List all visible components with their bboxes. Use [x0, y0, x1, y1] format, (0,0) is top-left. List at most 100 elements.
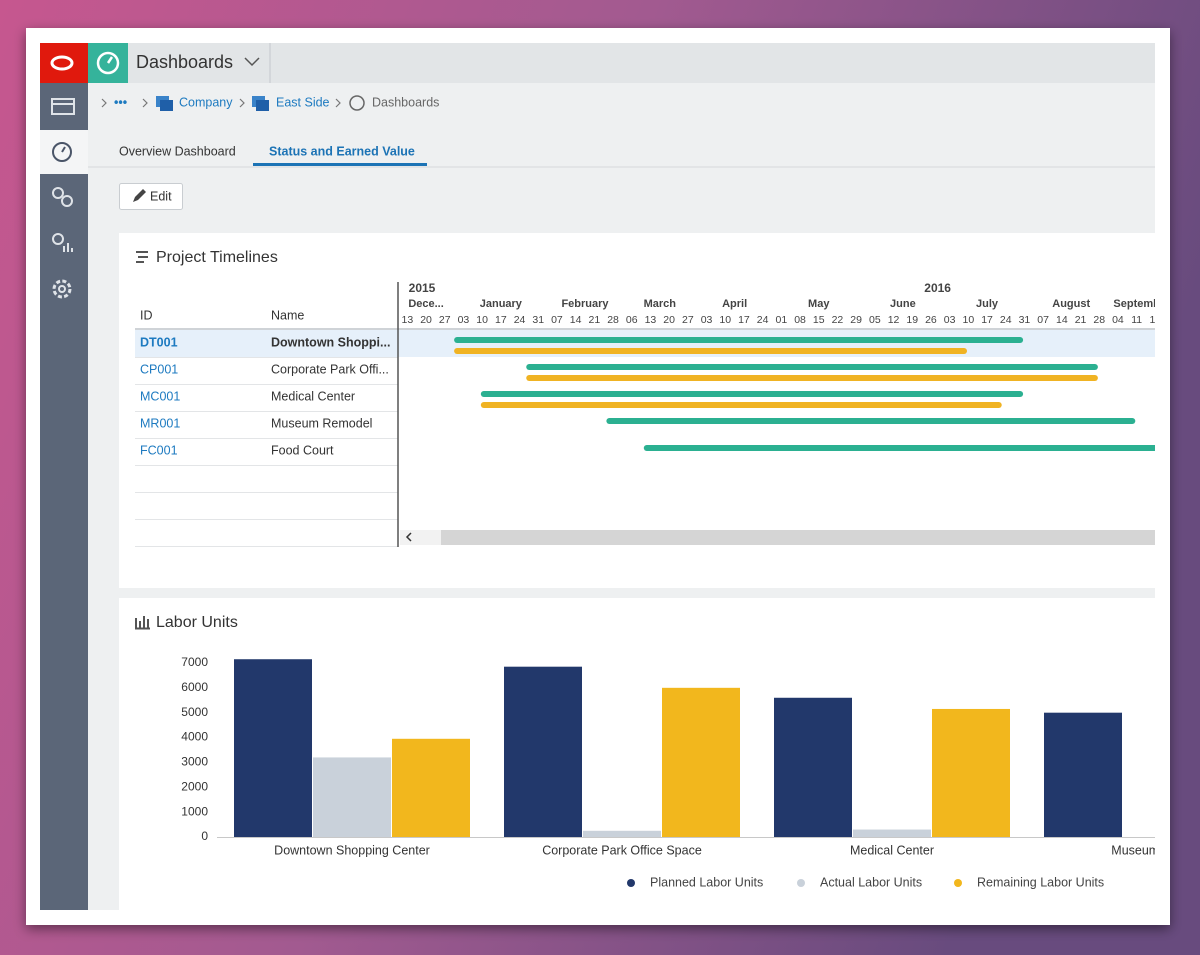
week-label: 04 [1112, 314, 1124, 326]
edit-icon [133, 189, 146, 202]
month-label: June [890, 298, 916, 310]
dropdown-chevron[interactable] [244, 57, 260, 67]
week-label: 31 [1019, 314, 1031, 326]
bar [234, 659, 312, 837]
legend-marker [797, 879, 805, 887]
week-label: 17 [981, 314, 993, 326]
week-label: 03 [458, 314, 470, 326]
week-label: 24 [514, 314, 526, 326]
y-tick-label: 6000 [181, 680, 208, 694]
week-label: 18 [1150, 314, 1162, 326]
year-label: 2016 [924, 281, 951, 295]
gauge-needle [106, 56, 114, 64]
nav-active[interactable] [40, 130, 88, 174]
nav-icon-reports-bars [63, 243, 73, 252]
column-header: Name [271, 308, 304, 322]
sidebar [40, 83, 88, 910]
week-label: 24 [1000, 314, 1012, 326]
year-label: 2015 [409, 281, 436, 295]
month-label: April [722, 298, 747, 310]
tab[interactable]: Overview Dashboard [119, 144, 236, 158]
y-tick-label: 2000 [181, 779, 208, 793]
breadcrumb-item[interactable]: East Side [276, 95, 330, 109]
nav-icon-gears[interactable] [52, 187, 64, 199]
month-label: May [808, 298, 830, 310]
breadcrumb-item[interactable]: Company [179, 95, 233, 109]
gantt-bar [480, 391, 1024, 397]
week-label: 20 [420, 314, 432, 326]
scroll-left[interactable] [405, 532, 412, 542]
nav-icon-gears-2 [61, 195, 73, 207]
nav-icon-settings-hub [58, 285, 66, 293]
breadcrumb-item: Dashboards [372, 95, 439, 109]
gantt-bar [454, 348, 968, 354]
week-label: 08 [794, 314, 806, 326]
month-label: Septemb [1113, 298, 1160, 310]
gantt-bar [480, 402, 1002, 408]
row-id[interactable]: FC001 [140, 443, 178, 457]
week-label: 10 [719, 314, 731, 326]
y-tick-label: 7000 [181, 655, 208, 669]
gauge-icon [96, 51, 120, 75]
edit-label: Edit [150, 189, 172, 203]
week-label: 21 [589, 314, 601, 326]
week-label: 22 [832, 314, 844, 326]
week-label: 13 [645, 314, 657, 326]
week-label: 26 [925, 314, 937, 326]
breadcrumb-icon [349, 95, 365, 111]
gantt: ID Name DT001 Downtown Shoppi... CP001 Corpor… [135, 281, 1162, 547]
logo[interactable] [40, 43, 88, 83]
y-tick-label: 5000 [181, 705, 208, 719]
week-label: 15 [813, 314, 825, 326]
week-label: 21 [1075, 314, 1087, 326]
week-label: 03 [701, 314, 713, 326]
y-tick-label: 4000 [181, 730, 208, 744]
tab-active[interactable]: Status and Earned Value [269, 144, 415, 158]
x-tick-label: Downtown Shopping Center [274, 843, 430, 857]
week-label: 10 [963, 314, 975, 326]
week-label: 29 [850, 314, 862, 326]
gantt-bar [526, 375, 1098, 381]
nav-icon-reports[interactable] [52, 233, 64, 245]
scroll-thumb[interactable] [441, 530, 1155, 545]
week-label: 28 [1093, 314, 1105, 326]
bar-chart: 0 1000 2000 3000 4000 5000 6000 7000 Downtown Sh… [181, 655, 1200, 889]
bar [932, 708, 1010, 837]
chart-icon [135, 616, 150, 630]
row-id[interactable]: MC001 [140, 389, 180, 403]
nav-icon-dashboard [52, 142, 72, 162]
nav-icon-table[interactable] [51, 98, 75, 115]
nav-icon-settings[interactable] [52, 279, 72, 299]
bar [504, 666, 582, 837]
x-tick-label: Museum Remodel [1111, 843, 1200, 857]
row-id[interactable]: MR001 [140, 416, 180, 430]
legend-marker [954, 879, 962, 887]
week-label: 24 [757, 314, 769, 326]
header-title[interactable]: Dashboards [136, 52, 233, 72]
x-tick-label: Corporate Park Office Space [542, 843, 702, 857]
week-label: 13 [402, 314, 414, 326]
week-label: 31 [532, 314, 544, 326]
month-label: January [480, 298, 523, 310]
y-tick-label: 0 [201, 829, 208, 843]
week-label: 03 [944, 314, 956, 326]
week-label: 27 [439, 314, 451, 326]
header [128, 43, 1155, 83]
column-header: ID [140, 308, 153, 322]
month-label: March [644, 298, 677, 310]
week-label: 01 [776, 314, 788, 326]
y-tick-label: 3000 [181, 755, 208, 769]
legend-label: Actual Labor Units [820, 875, 922, 889]
logo-mark [50, 55, 74, 71]
nav-icon-needle [61, 146, 66, 153]
row-id[interactable]: DT001 [140, 335, 178, 349]
row-id[interactable]: CP001 [140, 362, 178, 376]
timeline-panel [119, 233, 1155, 588]
bar [392, 738, 470, 837]
bar [853, 829, 931, 837]
edit-button[interactable] [119, 183, 183, 210]
panel-title: Project Timelines [156, 249, 278, 266]
week-label: 14 [1056, 314, 1068, 326]
breadcrumb-item[interactable]: ••• [114, 95, 127, 109]
